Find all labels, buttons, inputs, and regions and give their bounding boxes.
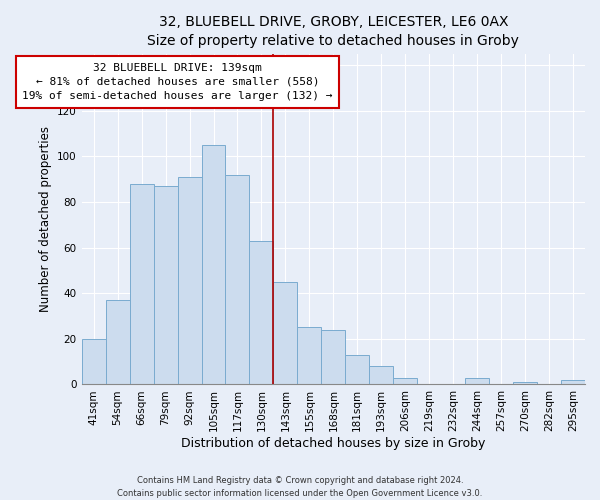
- Bar: [130, 184, 154, 384]
- Bar: [369, 366, 393, 384]
- Bar: [322, 330, 346, 384]
- X-axis label: Distribution of detached houses by size in Groby: Distribution of detached houses by size …: [181, 437, 485, 450]
- Bar: [106, 300, 130, 384]
- Bar: [250, 241, 274, 384]
- Bar: [561, 380, 585, 384]
- Y-axis label: Number of detached properties: Number of detached properties: [38, 126, 52, 312]
- Bar: [202, 145, 226, 384]
- Bar: [154, 186, 178, 384]
- Bar: [298, 328, 322, 384]
- Bar: [346, 355, 369, 384]
- Text: Contains HM Land Registry data © Crown copyright and database right 2024.
Contai: Contains HM Land Registry data © Crown c…: [118, 476, 482, 498]
- Text: 32 BLUEBELL DRIVE: 139sqm
← 81% of detached houses are smaller (558)
19% of semi: 32 BLUEBELL DRIVE: 139sqm ← 81% of detac…: [22, 63, 333, 101]
- Bar: [513, 382, 537, 384]
- Bar: [226, 174, 250, 384]
- Bar: [465, 378, 489, 384]
- Bar: [274, 282, 298, 384]
- Bar: [82, 339, 106, 384]
- Title: 32, BLUEBELL DRIVE, GROBY, LEICESTER, LE6 0AX
Size of property relative to detac: 32, BLUEBELL DRIVE, GROBY, LEICESTER, LE…: [148, 15, 519, 48]
- Bar: [178, 177, 202, 384]
- Bar: [393, 378, 417, 384]
